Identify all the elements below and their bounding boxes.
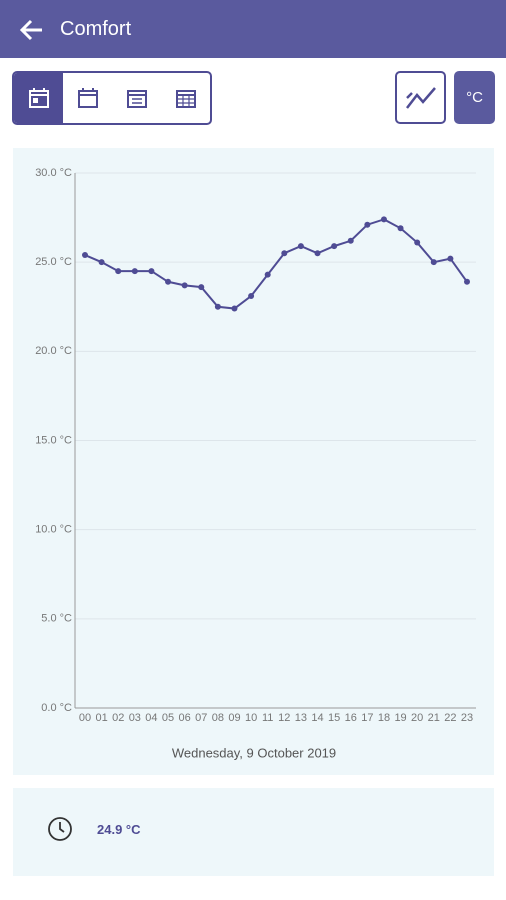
x-tick-label: 06 [179,712,191,724]
point [397,225,404,232]
y-tick-label: 15.0 °C [35,434,72,446]
point [331,243,338,250]
point [380,216,387,223]
title: Comfort [60,18,132,40]
point [82,252,88,259]
period-selector [12,71,212,125]
x-tick-label: 11 [262,712,273,724]
point [198,284,205,291]
point [430,259,437,266]
chart-mode-button[interactable] [395,71,446,124]
point [214,303,221,310]
point [131,268,138,275]
chart-card: Wednesday, 9 October 2019 0.0 °C 5.0 °C 10… [13,148,494,775]
point [264,271,271,278]
y-tick-label: 0.0 °C [41,702,72,714]
chart: Wednesday, 9 October 2019 0.0 °C 5.0 °C 10… [35,167,476,760]
y-tick-label: 25.0 °C [35,256,72,268]
app-bar: Comfort [0,0,506,58]
x-tick-label: 17 [361,712,373,724]
x-tick-label: 15 [328,712,340,724]
current-temperature: 24.9 °C [97,822,141,837]
point [231,305,238,312]
point [248,293,255,300]
point [297,243,304,250]
y-tick-label: 10.0 °C [35,524,72,536]
x-tick-label: 10 [245,712,257,724]
point [281,250,288,257]
x-tick-label: 07 [195,712,207,724]
month-tab[interactable] [112,73,161,123]
clock-icon [48,817,72,841]
x-tick-label: 01 [95,712,107,724]
x-axis-label: Wednesday, 9 October 2019 [172,745,336,760]
x-tick-label: 00 [79,712,91,724]
point [115,268,122,275]
point [447,255,454,262]
x-tick-label: 18 [378,712,390,724]
x-tick-label: 14 [311,712,323,724]
x-tick-label: 02 [112,712,124,724]
x-tick-label: 20 [411,712,423,724]
line [84,218,468,310]
x-tick-label: 13 [295,712,307,724]
point [464,278,470,285]
point [98,259,105,266]
x-tick-label: 04 [145,712,157,724]
week-tab[interactable] [63,73,112,123]
x-tick-label: 21 [428,712,440,724]
unit-button[interactable]: °C [454,71,495,124]
day-tab[interactable] [14,73,63,123]
year-tab[interactable] [161,73,210,123]
point [181,282,188,289]
y-tick-label: 20.0 °C [35,345,72,357]
y-tick-label: 30.0 °C [35,167,72,179]
x-tick-label: 08 [212,712,224,724]
y-tick-label: 5.0 °C [41,613,72,625]
back-button[interactable] [18,18,46,42]
x-tick-label: 19 [394,712,406,724]
x-tick-label: 23 [461,712,473,724]
point [414,239,421,246]
point [364,221,371,228]
point [165,278,172,285]
x-tick-label: 12 [278,712,290,724]
x-tick-label: 09 [228,712,240,724]
point [148,268,155,275]
x-tick-label: 16 [345,712,357,724]
point [347,237,354,244]
point [314,250,321,257]
summary-card [13,788,494,876]
x-tick-label: 05 [162,712,174,724]
x-tick-label: 03 [129,712,141,724]
x-tick-label: 22 [444,712,456,724]
